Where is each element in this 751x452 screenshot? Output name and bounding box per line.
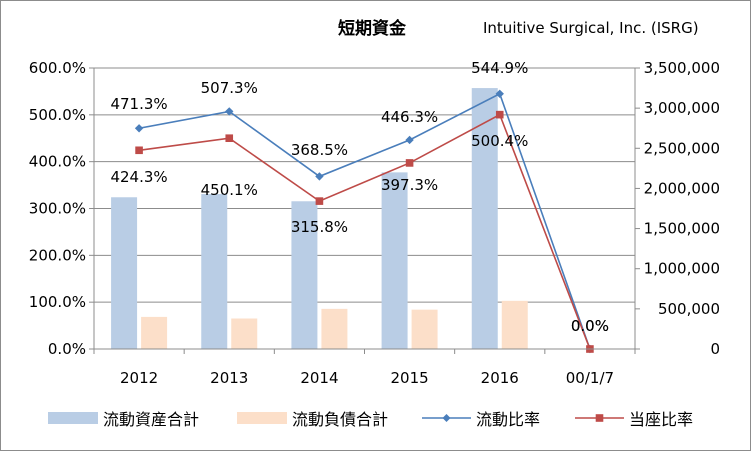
right-tick-label: 2,500,000 <box>644 139 720 157</box>
data-label-current-ratio: 507.3% <box>201 79 258 97</box>
bar-current-assets <box>111 197 138 349</box>
bar-current-liabilities <box>321 308 348 349</box>
data-label-quick-ratio: 450.1% <box>201 181 258 199</box>
right-tick-label: 1,000,000 <box>644 260 720 278</box>
data-label-quick-ratio: 424.3% <box>110 168 167 186</box>
data-label-current-ratio: 368.5% <box>291 141 348 159</box>
legend-marker-current-ratio <box>442 414 451 422</box>
x-tick-label: 2012 <box>120 369 158 387</box>
current-ratio-point <box>134 124 144 133</box>
data-label-quick-ratio: 315.8% <box>291 218 348 236</box>
right-tick-label: 0 <box>710 340 720 358</box>
gridlines <box>94 67 635 303</box>
right-tick-label: 500,000 <box>658 300 720 318</box>
data-label-quick-ratio: 397.3% <box>381 176 438 194</box>
legend: 流動資産合計 流動負債合計 流動比率 当座比率 <box>48 410 693 429</box>
company-label: Intuitive Surgical, Inc. (ISRG) <box>483 19 699 37</box>
right-axis-ticks: 0 500,000 1,000,000 1,500,000 2,000,000 2,500… <box>644 59 720 358</box>
bar-current-assets <box>381 172 408 349</box>
data-label-quick-ratio: 500.4% <box>471 132 528 150</box>
current-ratio-point <box>315 172 324 181</box>
data-label-current-ratio: 544.9% <box>471 59 528 77</box>
current-ratio-point <box>495 89 504 99</box>
bar-current-assets <box>471 88 498 350</box>
left-tick-label: 100.0% <box>29 293 86 311</box>
quick-ratio-point <box>495 110 504 119</box>
current-ratio-line <box>138 92 591 350</box>
bars <box>111 88 528 350</box>
current-ratio-point <box>405 135 414 145</box>
legend-label-quick-ratio: 当座比率 <box>629 410 693 429</box>
quick-ratio-line <box>138 113 591 350</box>
x-tick-label: 2015 <box>390 369 428 387</box>
right-tick-label: 3,000,000 <box>644 99 720 117</box>
bar-current-liabilities <box>231 318 258 349</box>
quick-ratio-point <box>405 159 414 167</box>
left-tick-label: 0.0% <box>48 340 86 358</box>
bar-current-liabilities <box>411 309 438 349</box>
left-tick-label: 300.0% <box>29 200 86 218</box>
legend-label-current-liabilities: 流動負債合計 <box>292 410 388 429</box>
quick-ratio-point <box>315 197 324 205</box>
left-axis-ticks: 0.0% 100.0% 200.0% 300.0% 400.0% 500.0% 600.0% <box>29 59 86 358</box>
legend-swatch-current-liabilities <box>237 412 287 424</box>
left-tick-label: 200.0% <box>29 246 86 264</box>
left-tick-label: 500.0% <box>29 106 86 124</box>
left-tick-label: 400.0% <box>29 153 86 171</box>
data-labels: 471.3% 507.3% 368.5% 446.3% 544.9% 0.0% 424.3%… <box>110 59 608 335</box>
chart-title: 短期資金 <box>338 18 407 39</box>
legend-label-current-assets: 流動資産合計 <box>103 410 199 429</box>
data-label-current-ratio: 446.3% <box>381 108 438 126</box>
x-tick-label-overlap: 00/1/7 <box>566 369 614 387</box>
x-tick-label: 2013 <box>210 369 248 387</box>
legend-marker-quick-ratio <box>595 414 604 422</box>
bar-current-assets <box>201 194 228 349</box>
bar-current-assets <box>291 201 318 349</box>
bar-current-liabilities <box>141 316 168 349</box>
axes <box>89 67 640 354</box>
legend-swatch-current-assets <box>48 412 98 424</box>
left-tick-label: 600.0% <box>29 59 86 77</box>
data-label-current-ratio: 471.3% <box>110 95 167 113</box>
data-label-current-ratio: 0.0% <box>571 317 609 335</box>
right-tick-label: 3,500,000 <box>644 59 720 77</box>
right-tick-label: 2,000,000 <box>644 179 720 197</box>
bar-current-liabilities <box>501 300 528 349</box>
data-label-quick-ratio: 0.0% <box>571 317 609 335</box>
right-tick-label: 1,500,000 <box>644 220 720 238</box>
series-lines <box>134 89 595 354</box>
x-tick-label: 2014 <box>300 369 338 387</box>
current-ratio-point <box>225 107 234 116</box>
quick-ratio-point <box>225 134 234 143</box>
x-axis-ticks: 2012 2013 2014 2015 2016 00/1/7 <box>120 369 614 387</box>
quick-ratio-point <box>135 146 143 155</box>
x-tick-label: 2016 <box>481 369 519 387</box>
legend-label-current-ratio: 流動比率 <box>476 410 540 429</box>
